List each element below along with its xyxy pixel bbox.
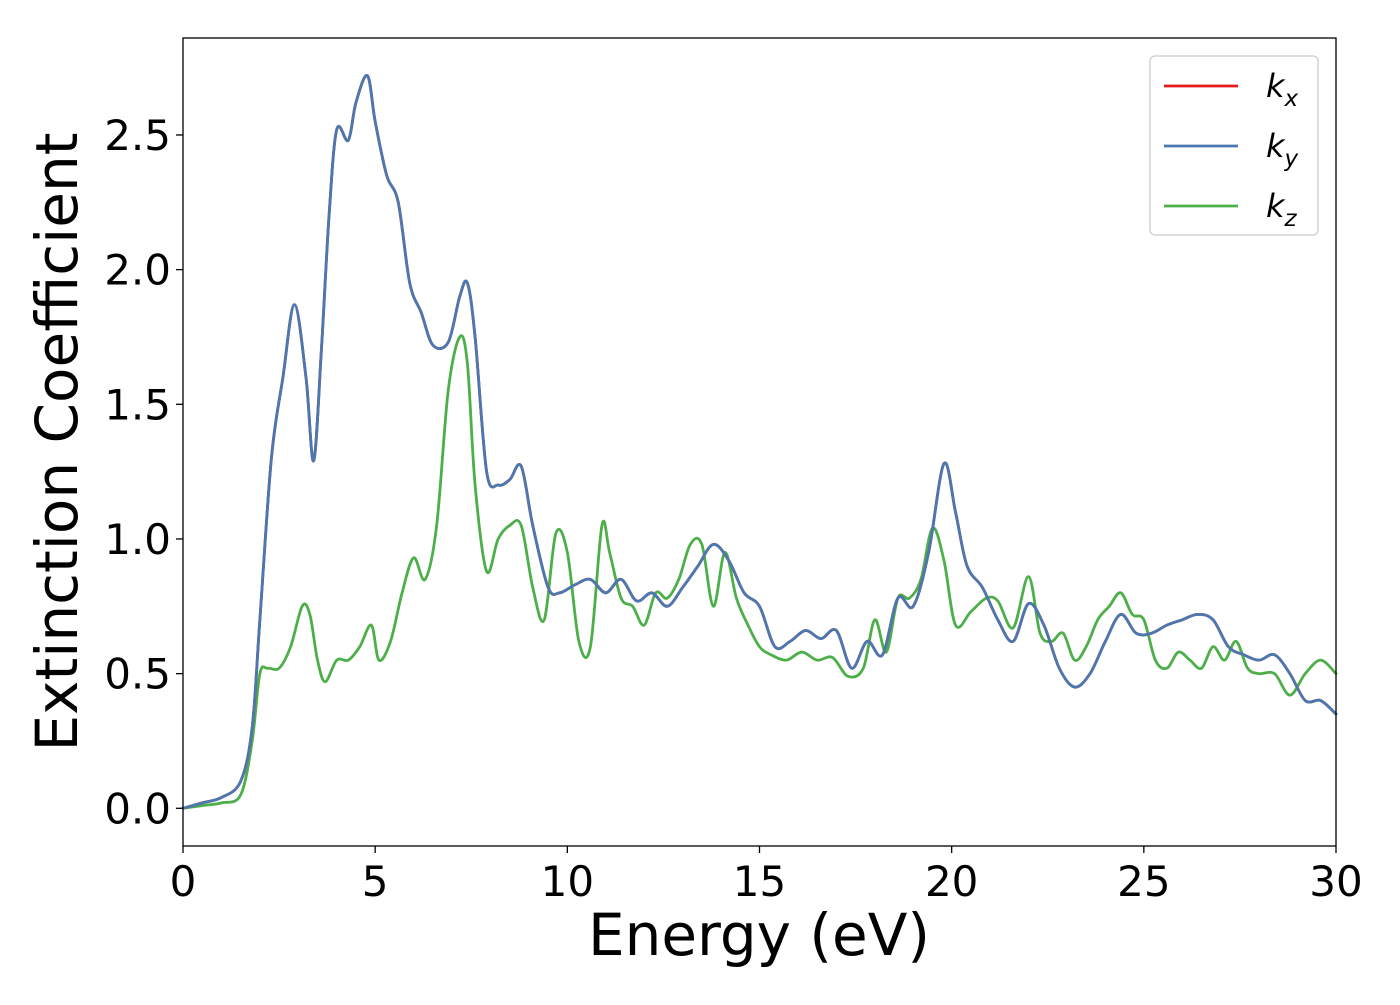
legend-label-subscript: z (1284, 206, 1298, 232)
x-tick-label: 25 (1117, 857, 1170, 906)
y-axis-ticks: 0.0 0.5 1.0 1.5 2.0 2.5 (104, 111, 183, 833)
legend-label-base: k (1266, 187, 1286, 225)
legend-label-k-y: ky (1266, 127, 1299, 172)
x-tick-label: 0 (170, 857, 197, 906)
x-tick-label: 30 (1309, 857, 1362, 906)
legend-label-k-x: kx (1266, 67, 1299, 112)
y-tick-label: 2.5 (104, 111, 171, 160)
y-tick-label: 0.5 (104, 650, 171, 699)
series-line-k-z (181, 334, 1338, 810)
x-tick-label: 10 (541, 857, 594, 906)
legend-label-base: k (1266, 127, 1286, 165)
x-tick-label: 15 (733, 857, 786, 906)
legend-label-subscript: y (1284, 146, 1299, 172)
y-tick-label: 0.0 (104, 784, 171, 833)
plot-area (183, 38, 1336, 846)
legend-label-base: k (1266, 67, 1286, 105)
series-layer (181, 74, 1338, 810)
y-tick-label: 1.5 (104, 380, 171, 429)
x-tick-label: 5 (362, 857, 389, 906)
y-tick-label: 2.0 (104, 246, 171, 295)
series-line-k-y (181, 74, 1338, 810)
x-axis-title: Energy (eV) (588, 901, 930, 969)
legend-label-k-z: kz (1266, 187, 1298, 232)
y-axis-title: Extinction Coefficient (23, 133, 91, 752)
legend-label-subscript: x (1284, 86, 1299, 112)
y-tick-label: 1.0 (104, 515, 171, 564)
x-tick-label: 20 (925, 857, 978, 906)
x-axis-ticks: 0 5 10 15 20 25 30 (170, 846, 1363, 906)
